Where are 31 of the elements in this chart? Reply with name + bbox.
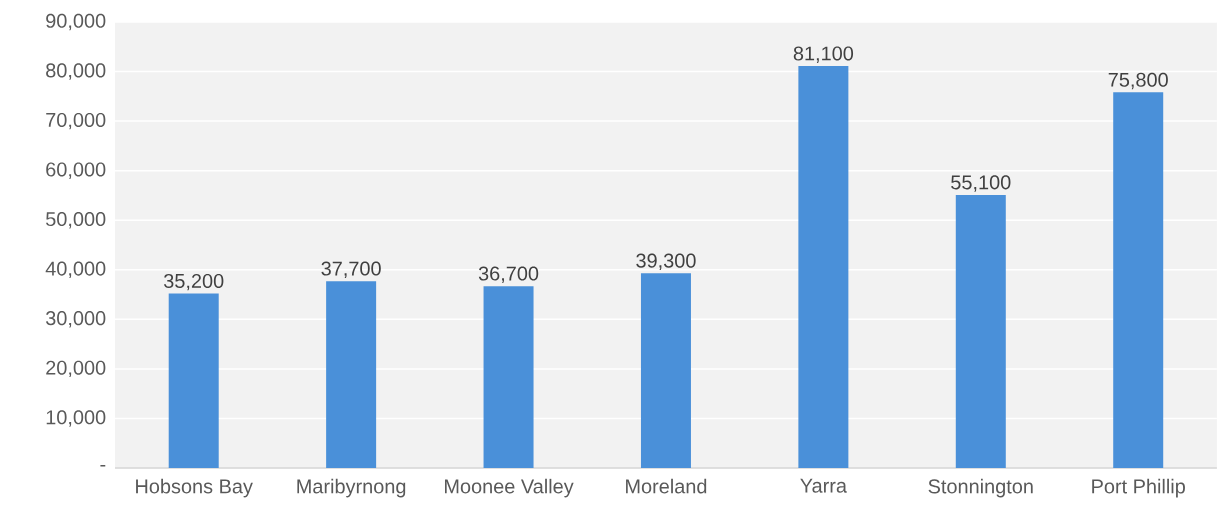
- y-tick-label: 30,000: [45, 311, 106, 328]
- data-label: 81,100: [793, 46, 854, 63]
- bar: [955, 194, 1006, 468]
- bar: [640, 273, 691, 468]
- y-tick-label: 50,000: [46, 212, 106, 229]
- bar: [483, 286, 534, 468]
- y-tick-label: 60,000: [46, 162, 106, 179]
- y-tick-label: 20,000: [46, 360, 106, 378]
- x-tick-label: Yarra: [800, 478, 847, 493]
- y-tick-label: 10,000: [46, 410, 106, 427]
- y-tick-label: 90,000: [46, 13, 106, 31]
- data-label: 36,700: [478, 266, 539, 283]
- bar: [1113, 92, 1164, 468]
- bar: [326, 281, 377, 468]
- x-tick-label: Stonnington: [928, 478, 1033, 498]
- data-label: 35,200: [164, 273, 224, 291]
- x-tick-label: Port Phillip: [1092, 478, 1185, 498]
- x-tick-label: Maribyrnong: [297, 478, 406, 498]
- data-label: 39,300: [636, 253, 696, 271]
- y-tick-label: 70,000: [46, 112, 106, 130]
- bar: [798, 66, 849, 468]
- data-label: 37,700: [321, 261, 381, 278]
- y-tick-label: -: [100, 464, 106, 467]
- y-tick-label: 40,000: [45, 261, 106, 279]
- data-label: 75,800: [1108, 72, 1168, 90]
- y-tick-label: 80,000: [46, 63, 106, 80]
- x-tick-label: Hobsons Bay: [136, 478, 253, 498]
- data-label: 55,100: [951, 175, 1011, 192]
- x-tick-label: Moreland: [626, 478, 707, 494]
- x-tick-label: Moonee Valley: [445, 478, 574, 498]
- bar: [168, 293, 219, 468]
